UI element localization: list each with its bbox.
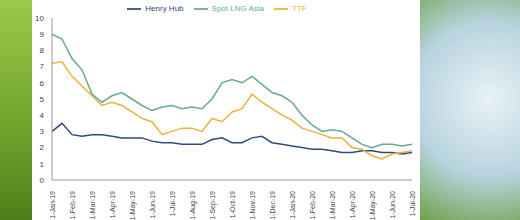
svg-text:1-Feb-19: 1-Feb-19 xyxy=(69,191,76,220)
svg-text:1-Apr-19: 1-Apr-19 xyxy=(109,191,117,218)
svg-text:8: 8 xyxy=(40,46,45,55)
svg-text:4: 4 xyxy=(40,111,45,120)
svg-text:1-Aug-19: 1-Aug-19 xyxy=(189,191,197,220)
svg-text:6: 6 xyxy=(40,79,45,88)
svg-text:1-Jul-20: 1-Jul-20 xyxy=(409,191,416,216)
html-text:TTF: TTF xyxy=(292,4,307,14)
svg-text:1-Jan-19: 1-Jan-19 xyxy=(49,191,56,219)
svg-text:1-Apr-20: 1-Apr-20 xyxy=(349,191,357,218)
svg-text:1-Mar-20: 1-Mar-20 xyxy=(329,191,336,220)
svg-text:10: 10 xyxy=(35,14,44,23)
svg-text:3: 3 xyxy=(40,127,45,136)
svg-text:1-Jun-20: 1-Jun-20 xyxy=(389,191,396,219)
svg-text:5: 5 xyxy=(40,95,45,104)
svg-text:1-May-19: 1-May-19 xyxy=(129,191,137,220)
svg-text:1-Jul-19: 1-Jul-19 xyxy=(169,191,176,216)
svg-text:1-Feb-20: 1-Feb-20 xyxy=(309,191,316,220)
svg-text:7: 7 xyxy=(40,62,45,71)
svg-text:1-Dec-19: 1-Dec-19 xyxy=(269,191,276,220)
svg-text:1: 1 xyxy=(40,160,45,169)
svg-text:1-Jun-19: 1-Jun-19 xyxy=(149,191,156,219)
svg-text:1-Jan-20: 1-Jan-20 xyxy=(289,191,296,219)
svg-text:1-Oct-19: 1-Oct-19 xyxy=(229,191,236,218)
html-text:Spot LNG Asia: Spot LNG Asia xyxy=(211,4,264,14)
svg-text:9: 9 xyxy=(40,30,45,39)
svg-text:1-Mar-19: 1-Mar-19 xyxy=(89,191,96,220)
svg-text:1-May-20: 1-May-20 xyxy=(369,191,377,220)
html-text:Henry Hub: Henry Hub xyxy=(145,4,184,14)
svg-text:1-Nov-19: 1-Nov-19 xyxy=(249,191,256,220)
svg-text:2: 2 xyxy=(40,143,45,152)
svg-text:0: 0 xyxy=(40,176,45,185)
svg-text:1-Sep-19: 1-Sep-19 xyxy=(209,191,217,220)
